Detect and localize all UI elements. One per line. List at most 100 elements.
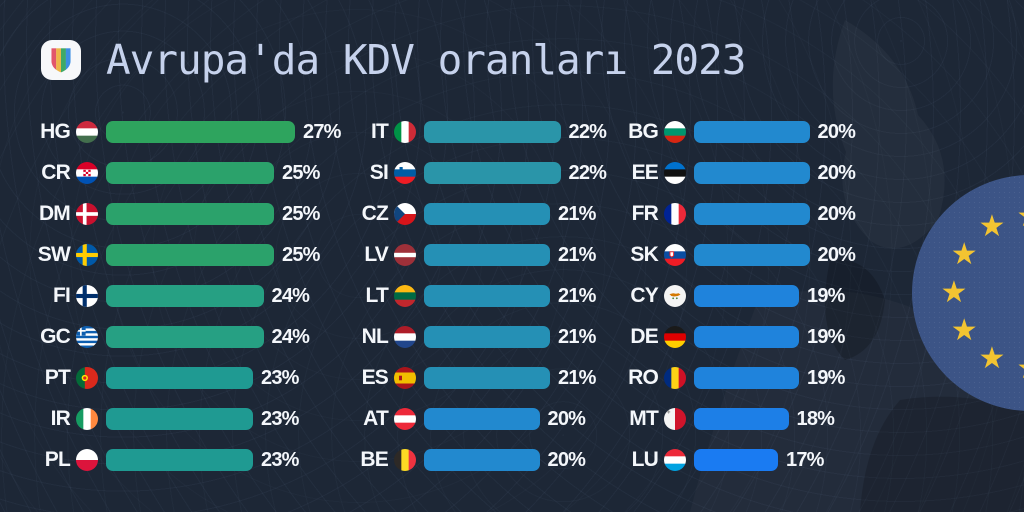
vat-rate-value: 20%	[817, 162, 856, 184]
vat-rate-bar	[424, 121, 561, 143]
eu-star-icon: ★	[1013, 200, 1024, 234]
portugal-flag-icon	[76, 367, 98, 389]
vat-rate-value: 23%	[261, 408, 299, 430]
country-code-label: SI	[369, 161, 389, 184]
vat-rate-bar	[424, 244, 550, 266]
vat-rate-value: 19%	[807, 326, 845, 348]
country-row-hg: HG 27%	[30, 121, 341, 143]
vat-rate-bar	[106, 285, 264, 307]
greece-flag-icon	[76, 326, 98, 348]
country-row-cz: CZ 21%	[348, 203, 606, 225]
germany-flag-icon	[664, 326, 686, 348]
vat-rate-value: 24%	[271, 285, 310, 307]
country-code-label: EE	[631, 161, 659, 184]
country-code-label: SW	[37, 243, 71, 266]
country-code-label: DM	[38, 202, 71, 225]
slovakia-flag-icon	[664, 244, 686, 266]
latvia-flag-icon	[394, 244, 416, 266]
country-code-label: NL	[361, 325, 389, 348]
vat-rate-value: 18%	[796, 408, 835, 430]
eu-star-icon: ★	[950, 313, 978, 348]
vat-rate-value: 25%	[282, 244, 320, 266]
vat-rate-value: 22%	[568, 162, 607, 184]
vat-rate-value: 27%	[303, 121, 341, 143]
vat-rate-value: 17%	[786, 449, 824, 471]
country-row-sk: SK 20%	[618, 244, 856, 266]
belgium-flag-icon	[394, 449, 416, 471]
vat-rate-value: 25%	[282, 162, 320, 184]
vat-rate-value: 20%	[817, 244, 856, 266]
vat-rate-bar	[694, 162, 810, 184]
eu-star-icon: ★	[1013, 352, 1024, 386]
vat-rate-bar	[424, 449, 540, 471]
vat-rate-bar	[424, 162, 561, 184]
country-row-cr: CR 25%	[30, 162, 341, 184]
vat-rate-bar	[424, 326, 550, 348]
country-code-label: IT	[370, 120, 389, 143]
country-row-fi: FI 24%	[30, 285, 341, 307]
vat-rate-value: 21%	[558, 326, 596, 348]
country-code-label: CR	[41, 161, 71, 184]
country-row-ro: RO 19%	[618, 367, 855, 389]
app-logo	[41, 40, 81, 80]
poland-flag-icon	[76, 449, 98, 471]
vat-rate-bar	[694, 121, 810, 143]
country-row-at: AT 20%	[348, 408, 606, 430]
vat-rate-bar	[106, 244, 274, 266]
vat-rate-value: 21%	[558, 285, 596, 307]
country-row-sw: SW 25%	[30, 244, 341, 266]
vat-rate-bar	[694, 367, 799, 389]
country-row-de: DE 19%	[618, 326, 855, 348]
vat-rate-value: 22%	[568, 121, 607, 143]
vat-rate-bar	[106, 326, 264, 348]
vat-rate-value: 20%	[817, 203, 856, 225]
country-code-label: DE	[630, 325, 658, 348]
vat-rate-bar	[694, 408, 789, 430]
country-row-be: BE 20%	[348, 449, 606, 471]
vat-rate-value: 23%	[261, 449, 299, 471]
chart-column-1: HG 27% CR 25% DM 25% SW 25% FI 24% GC 24% PT 23% IR 23%…	[30, 121, 341, 471]
country-row-pt: PT 23%	[30, 367, 341, 389]
country-code-label: CY	[630, 284, 658, 307]
vat-rate-bar	[694, 203, 810, 225]
country-row-mt: MT 18%	[618, 408, 855, 430]
bulgaria-flag-icon	[664, 121, 686, 143]
vat-rate-value: 25%	[282, 203, 320, 225]
hungary-flag-icon	[76, 121, 98, 143]
country-row-es: ES 21%	[348, 367, 606, 389]
denmark-flag-icon	[76, 203, 98, 225]
vat-rate-bar	[424, 285, 550, 307]
france-flag-icon	[664, 203, 686, 225]
cyprus-flag-icon	[664, 285, 686, 307]
country-code-label: FR	[631, 202, 659, 225]
czechia-flag-icon	[394, 203, 416, 225]
vat-rate-bar	[694, 244, 810, 266]
vat-rate-bar	[106, 121, 295, 143]
vat-rate-value: 24%	[271, 326, 310, 348]
vat-rate-bar	[424, 367, 550, 389]
country-code-label: GC	[40, 325, 71, 348]
country-row-bg: BG 20%	[618, 121, 856, 143]
country-code-label: ES	[361, 366, 389, 389]
luxembourg-flag-icon	[664, 449, 686, 471]
country-row-cy: CY 19%	[618, 285, 855, 307]
country-row-si: SI 22%	[348, 161, 607, 184]
country-code-label: LU	[631, 448, 659, 471]
eu-star-icon: ★	[940, 275, 968, 310]
country-code-label: FI	[52, 284, 71, 307]
country-row-fr: FR 20%	[618, 202, 856, 225]
croatia-flag-icon	[76, 162, 98, 184]
romania-flag-icon	[664, 367, 686, 389]
country-code-label: HG	[40, 120, 71, 143]
vat-rate-value: 23%	[261, 367, 299, 389]
vat-rate-bar	[106, 162, 274, 184]
italy-flag-icon	[394, 121, 416, 143]
shield-logo-icon	[51, 48, 71, 73]
country-row-it: IT 22%	[348, 120, 607, 143]
estonia-flag-icon	[664, 162, 686, 184]
slovenia-flag-icon	[394, 162, 416, 184]
country-row-gc: GC 24%	[30, 326, 341, 348]
country-code-label: LT	[365, 284, 389, 307]
vat-rate-value: 20%	[547, 449, 586, 471]
country-code-label: MT	[629, 407, 659, 430]
